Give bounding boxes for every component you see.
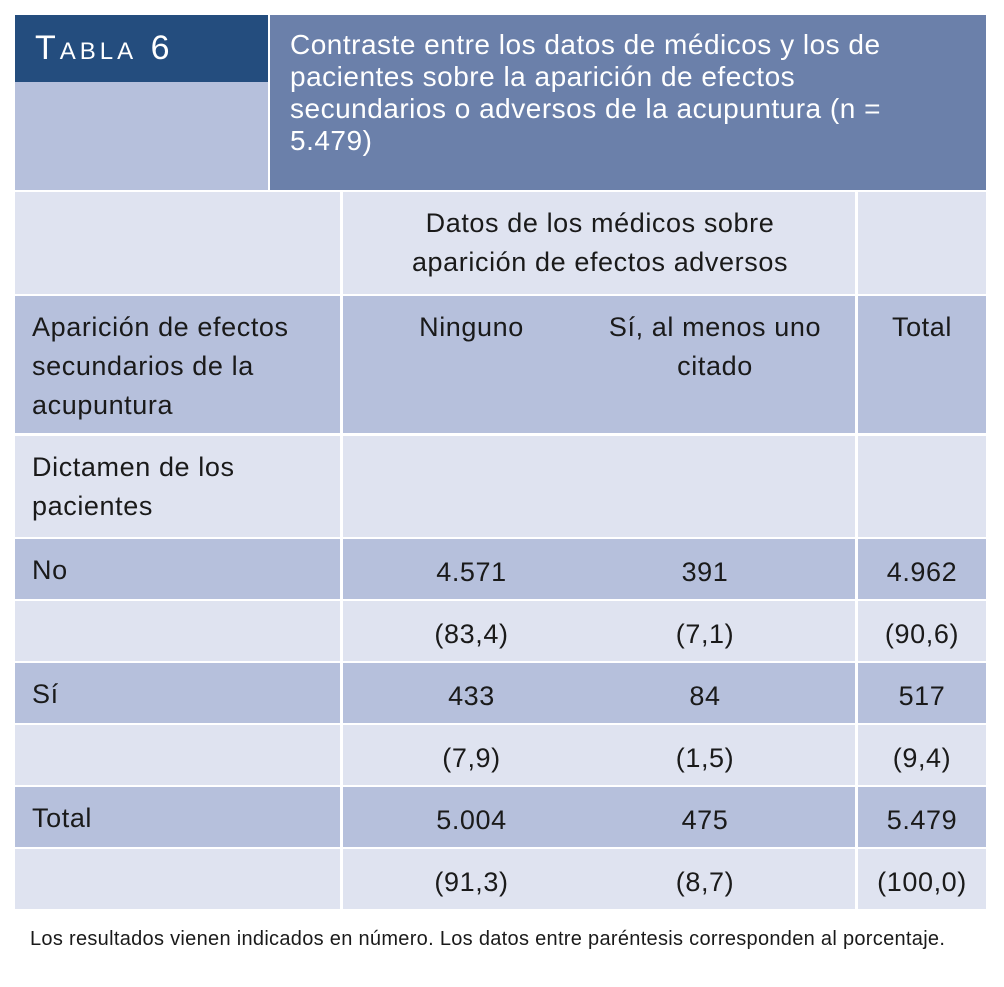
cell-background xyxy=(343,436,855,537)
cell-background xyxy=(15,787,340,847)
cell-background xyxy=(858,296,986,433)
value-cell: 433 xyxy=(448,681,495,711)
cell-background xyxy=(15,192,340,294)
value-cell: (7,9) xyxy=(442,743,501,773)
cell-background xyxy=(343,725,855,785)
cell-background xyxy=(15,725,340,785)
row-label: No xyxy=(32,555,68,585)
cell-background xyxy=(15,663,340,723)
column-header: Sí, al menos uno citado xyxy=(608,312,822,381)
value-cell: (91,3) xyxy=(434,867,509,897)
column-header: Aparición de efectos secundarios de la a… xyxy=(32,312,289,420)
cell-background xyxy=(858,539,986,599)
cell-background xyxy=(15,539,340,599)
value-cell: (7,1) xyxy=(675,619,735,649)
cell-background xyxy=(343,663,855,723)
header-panel xyxy=(15,82,268,190)
value-cell: 4.962 xyxy=(886,557,958,587)
value-cell: (100,0) xyxy=(877,867,967,897)
cell-background xyxy=(15,296,340,433)
cell-background xyxy=(343,296,855,433)
cell-background xyxy=(15,849,340,909)
column-header: Ninguno xyxy=(419,312,524,342)
value-cell: 5.479 xyxy=(886,805,958,835)
cell-background xyxy=(343,192,855,294)
cell-background xyxy=(343,849,855,909)
value-cell: 391 xyxy=(681,557,729,587)
cell-background xyxy=(858,663,986,723)
cell-background xyxy=(343,601,855,661)
value-cell: 84 xyxy=(689,681,721,711)
cell-background xyxy=(858,725,986,785)
cell-background xyxy=(343,539,855,599)
value-cell: 475 xyxy=(681,805,729,835)
cell-background xyxy=(858,787,986,847)
table-number: Tabla 6 xyxy=(15,15,268,82)
cell-background xyxy=(858,436,986,537)
group-header: Datos de los médicos sobre aparición de … xyxy=(411,208,789,277)
cell-background xyxy=(858,849,986,909)
value-cell: (83,4) xyxy=(434,619,509,649)
table-title: Contraste entre los datos de médicos y l… xyxy=(270,15,986,190)
cell-background xyxy=(858,601,986,661)
column-header: Total xyxy=(891,312,953,342)
value-cell: (8,7) xyxy=(675,867,735,897)
row-label: Sí xyxy=(32,679,59,709)
cell-background xyxy=(858,192,986,294)
value-cell: 5.004 xyxy=(436,805,507,835)
cell-background xyxy=(15,601,340,661)
footnote: Los resultados vienen indicados en númer… xyxy=(30,928,946,950)
value-cell: (1,5) xyxy=(675,743,735,773)
cell-background xyxy=(343,787,855,847)
row-label: Total xyxy=(32,803,93,833)
value-cell: 517 xyxy=(898,681,946,711)
value-cell: 4.571 xyxy=(436,557,507,587)
value-cell: (9,4) xyxy=(892,743,952,773)
value-cell: (90,6) xyxy=(884,619,960,649)
cell-background xyxy=(15,436,340,537)
section-label: Dictamen de los pacientes xyxy=(32,452,235,521)
